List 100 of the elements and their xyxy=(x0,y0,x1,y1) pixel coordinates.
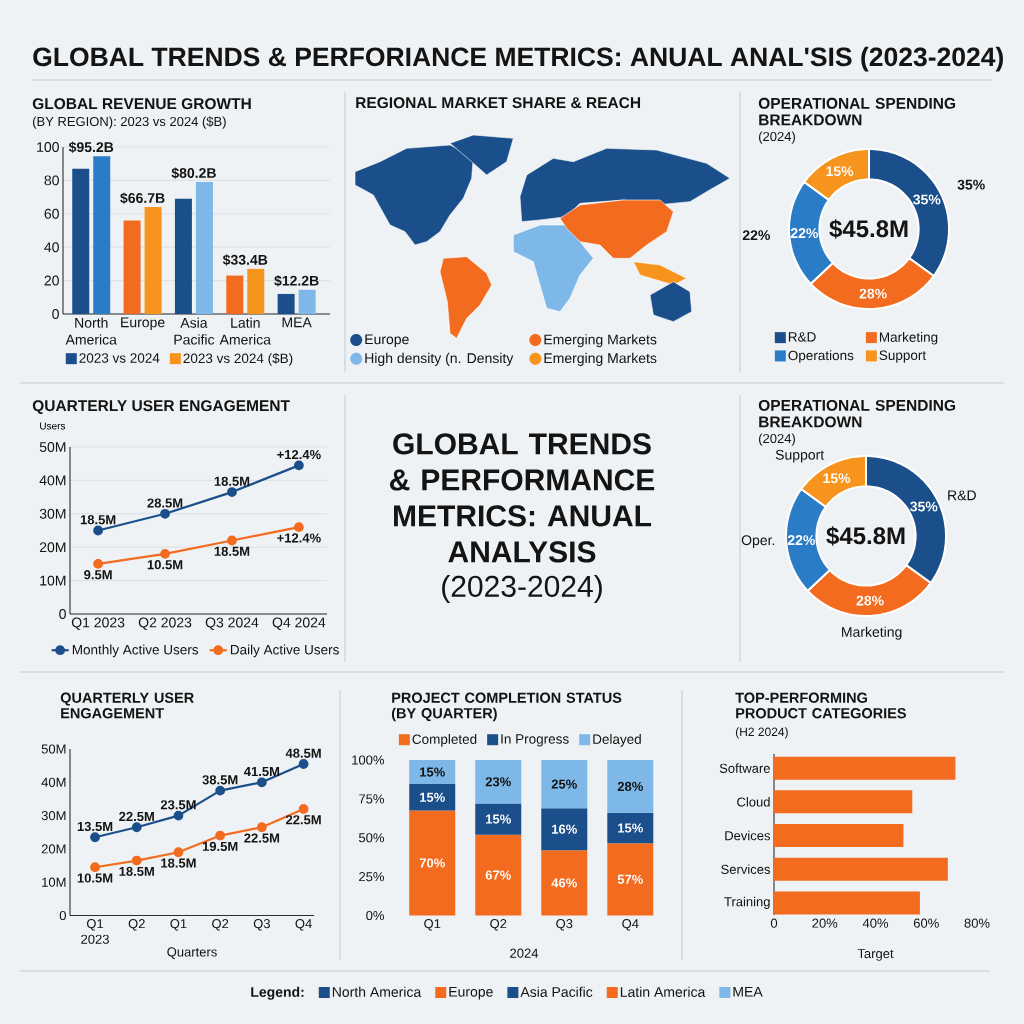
data-label: 35% xyxy=(910,501,938,512)
bar xyxy=(409,784,456,811)
y-axis-title: Users xyxy=(40,422,66,430)
point xyxy=(131,822,142,833)
point xyxy=(90,832,100,843)
legend-label: Emerging Markets xyxy=(544,352,657,366)
x-axis-title: Quarters xyxy=(167,947,217,959)
annotation: 48.5M xyxy=(285,748,321,758)
y-tick-label: 0 xyxy=(59,609,66,619)
annotation: 57% xyxy=(617,874,643,884)
x-tick-label: Q3 xyxy=(556,919,573,931)
bar xyxy=(247,268,265,314)
y-tick-label: 50% xyxy=(358,833,385,843)
y-tick-label: 40M xyxy=(39,475,66,486)
chart-subtitle: (BY REGION): 2023 vs 2024 ($B) xyxy=(33,116,226,129)
data-label: 28% xyxy=(859,288,887,299)
legend-label: Daily Active Users xyxy=(230,644,339,658)
point xyxy=(256,777,267,788)
bar xyxy=(774,824,904,848)
point xyxy=(160,508,170,519)
annotation: 46% xyxy=(551,878,577,888)
y-tick-label: Software xyxy=(719,763,770,773)
y-tick-label: 100% xyxy=(352,755,385,765)
text: 35% xyxy=(957,179,985,190)
x-tick-label: North America xyxy=(65,317,117,345)
annotation: 15% xyxy=(486,814,511,824)
bar xyxy=(475,760,522,804)
annotation: 15% xyxy=(618,823,643,833)
legend-label: In Progress xyxy=(501,734,569,747)
annotation: $33.4B xyxy=(222,254,268,266)
annotation: 22.5M xyxy=(244,833,280,843)
y-tick-label: Cloud xyxy=(737,797,770,807)
data-label: 22% xyxy=(790,228,819,239)
legend-label: Latin America xyxy=(620,986,706,997)
bar xyxy=(174,198,192,314)
x-tick-label: Q1 2023 xyxy=(81,919,109,944)
legend-label: North America xyxy=(332,986,422,997)
annotation: 18.5M xyxy=(80,515,116,525)
annotation: 23% xyxy=(485,777,511,787)
point xyxy=(298,804,309,814)
text: GLOBAL TRENDS & PERFORIANCE METRICS: ANUAL ANAL'SIS (2023-2024) xyxy=(33,46,1003,72)
chart-title: TOP-PERFORMING PRODUCT CATEGORIES xyxy=(735,692,906,719)
annotation: 38.5M xyxy=(202,775,238,785)
y-tick-label: 75% xyxy=(359,794,385,804)
slice-label: Marketing xyxy=(842,626,902,640)
x-tick-label: Q3 2024 xyxy=(205,617,259,630)
x-tick-label: Q2 xyxy=(128,919,145,931)
annotation: $80.2B xyxy=(171,167,216,179)
x-tick-label: Latin America xyxy=(219,317,271,345)
x-tick-label: Q4 2024 xyxy=(272,617,326,630)
data-label: 28% xyxy=(856,595,884,606)
x-tick-label: Q2 xyxy=(212,919,229,931)
point xyxy=(93,525,104,536)
annotation: $12.2B xyxy=(274,275,319,287)
y-tick-label: 0 xyxy=(52,309,59,319)
point xyxy=(173,847,184,858)
y-tick-label: 50M xyxy=(39,442,66,452)
chart-title: QUARTERLY USER ENGAGEMENT xyxy=(60,692,194,719)
point xyxy=(256,822,267,833)
annotation: 28% xyxy=(617,781,643,792)
annotation: 16% xyxy=(552,824,577,834)
y-tick-label: 10M xyxy=(42,877,66,887)
text: $45.8M xyxy=(826,526,905,546)
annotation: 22.5M xyxy=(285,815,321,825)
x-axis-title: 2024 xyxy=(510,948,539,958)
legend-title: Legend: xyxy=(251,986,304,1000)
annotation: 28.5M xyxy=(147,498,183,508)
point xyxy=(131,855,142,866)
bar xyxy=(277,293,295,314)
bar xyxy=(72,168,90,314)
data-label: 35% xyxy=(913,194,941,205)
legend-label: High density (n. Density xyxy=(365,352,514,366)
data-label: 15% xyxy=(823,473,851,484)
y-tick-label: 25% xyxy=(359,872,385,882)
bar xyxy=(93,156,111,314)
y-tick-label: 30M xyxy=(39,508,66,519)
annotation: 67% xyxy=(485,870,511,880)
annotation: 9.5M xyxy=(84,570,112,580)
x-tick-label: Q1 2023 xyxy=(71,617,125,630)
bar xyxy=(475,803,522,835)
legend-label: Support xyxy=(879,350,927,363)
x-tick-label: Q4 xyxy=(622,919,639,931)
chart-title: QUARTERLY USER ENGAGEMENT xyxy=(32,400,290,415)
chart-title: OPERATIONAL SPENDING BREAKDOWN xyxy=(758,97,956,126)
y-tick-label: 20M xyxy=(41,844,66,854)
legend-label: Emerging Markets xyxy=(544,334,657,348)
data-label: 15% xyxy=(826,166,854,177)
slice-label: Oper. xyxy=(741,535,775,548)
bar xyxy=(541,808,588,851)
y-tick-label: Services xyxy=(721,864,771,874)
annotation: +12.4% xyxy=(277,449,321,460)
legend-label: Monthly Active Users xyxy=(72,644,199,658)
annotation: 13.5M xyxy=(77,821,113,832)
legend-label: 2023 vs 2024 xyxy=(79,353,160,363)
y-tick-label: 50M xyxy=(41,744,66,754)
point xyxy=(298,759,309,769)
annotation: 25% xyxy=(551,779,577,789)
annotation: 22.5M xyxy=(119,811,154,822)
x-tick-label: Q3 xyxy=(253,919,270,931)
bar xyxy=(541,850,588,916)
